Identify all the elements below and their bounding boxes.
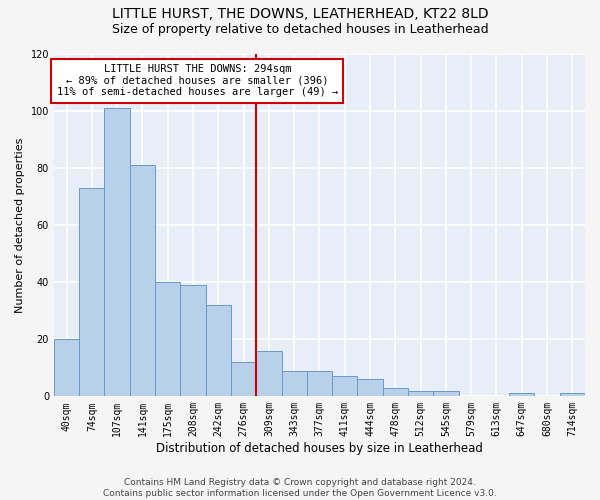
Bar [130, 166, 155, 396]
Text: LITTLE HURST, THE DOWNS, LEATHERHEAD, KT22 8LD: LITTLE HURST, THE DOWNS, LEATHERHEAD, KT… [112, 8, 488, 22]
Bar [509, 394, 535, 396]
Bar [256, 350, 281, 397]
Bar [358, 379, 383, 396]
Bar [281, 370, 307, 396]
Bar [155, 282, 181, 397]
Text: Contains HM Land Registry data © Crown copyright and database right 2024.
Contai: Contains HM Land Registry data © Crown c… [103, 478, 497, 498]
Bar [54, 340, 79, 396]
Y-axis label: Number of detached properties: Number of detached properties [15, 138, 25, 313]
Bar [307, 370, 332, 396]
Bar [206, 305, 231, 396]
Bar [181, 285, 206, 397]
Bar [383, 388, 408, 396]
Bar [433, 390, 458, 396]
X-axis label: Distribution of detached houses by size in Leatherhead: Distribution of detached houses by size … [156, 442, 483, 455]
Text: LITTLE HURST THE DOWNS: 294sqm
← 89% of detached houses are smaller (396)
11% of: LITTLE HURST THE DOWNS: 294sqm ← 89% of … [56, 64, 338, 98]
Bar [408, 390, 433, 396]
Text: Size of property relative to detached houses in Leatherhead: Size of property relative to detached ho… [112, 22, 488, 36]
Bar [332, 376, 358, 396]
Bar [104, 108, 130, 397]
Bar [560, 394, 585, 396]
Bar [231, 362, 256, 396]
Bar [79, 188, 104, 396]
